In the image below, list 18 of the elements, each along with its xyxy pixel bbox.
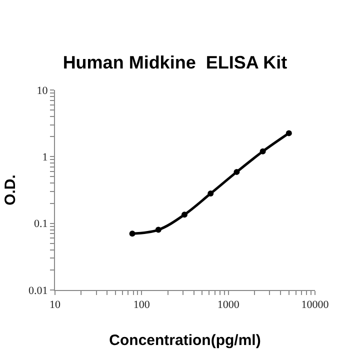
x-tick-label: 1000 <box>217 299 240 312</box>
point <box>181 212 188 218</box>
point <box>208 190 214 197</box>
y-tick-label: 1 <box>42 152 48 164</box>
y-tick-label: 0.1 <box>34 218 48 230</box>
y-tick-label: 10 <box>36 84 48 97</box>
point <box>234 168 240 175</box>
point <box>129 230 136 237</box>
chart-title: Human Midkine ELISA Kit <box>62 52 288 73</box>
x-tick-label: 10000 <box>301 299 330 312</box>
x-tick-label: 10 <box>50 299 61 312</box>
x-tick-label: 100 <box>133 299 150 312</box>
y-axis-title: O.D. <box>2 174 19 206</box>
point <box>286 130 292 136</box>
x-axis-title: Concentration(pg/ml) <box>109 332 261 349</box>
y-tick-label: 0.01 <box>28 284 48 297</box>
point <box>155 226 162 233</box>
point <box>260 148 266 154</box>
